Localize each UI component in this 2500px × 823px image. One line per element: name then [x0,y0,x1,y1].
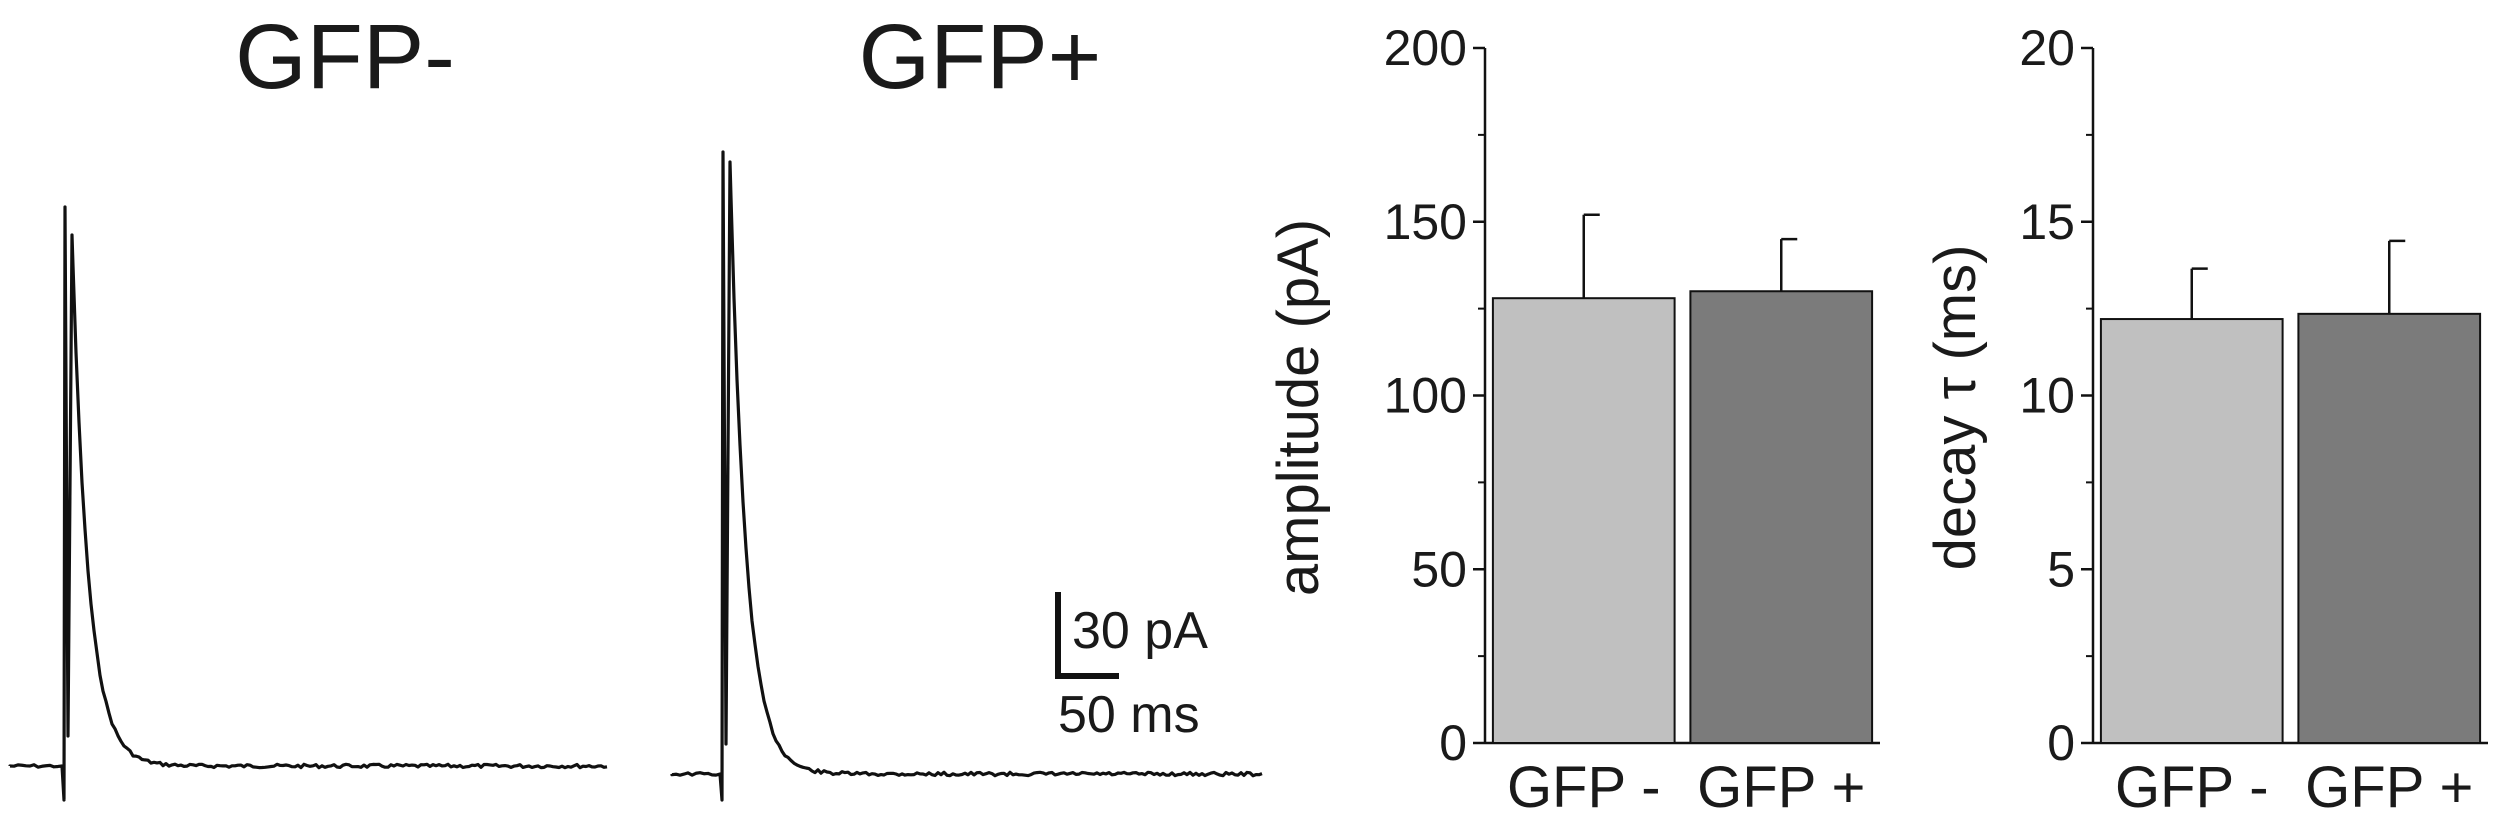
x-category-label: GFP - [2115,755,2269,820]
y-tick-label: 200 [1384,20,1467,76]
trace-panel-gfp-plus: GFP+ [670,6,1263,802]
y-tick-label: 50 [1411,541,1467,597]
y-tick-label: 0 [1439,715,1467,771]
scale-bar-x-label: 50 ms [1058,686,1200,744]
bar-gfp-minus [1491,297,1676,744]
trace-title-gfp-plus: GFP+ [859,6,1102,108]
y-tick-label: 20 [2019,20,2075,76]
y-tick-label: 150 [1384,194,1467,250]
y-tick-label: 10 [2019,368,2075,424]
y-axis-title: decay τ (ms) [1923,245,1988,571]
x-category-label: GFP - [1507,755,1661,820]
y-tick-label: 15 [2019,194,2075,250]
x-category-label: GFP + [2305,755,2473,820]
x-category-label: GFP + [1697,755,1865,820]
trace-panel-gfp-minus: GFP- [8,6,608,802]
bar-gfp-plus [2297,312,2482,744]
bar-gfp-minus [2099,318,2284,744]
y-tick-label: 0 [2047,715,2075,771]
scale-bar-y-label: 30 pA [1072,602,1208,660]
y-tick-label: 100 [1384,368,1467,424]
bar-gfp-plus [1689,290,1874,744]
current-trace-gfp-minus [8,205,608,802]
scale-bar: 30 pA 50 ms [1055,592,1208,744]
decay-bar-chart: 0 5 10 15 20 decay τ (ms) GFP - GFP + [1923,20,2488,820]
amplitude-bar-chart: 0 50 100 150 200 amplitude (pA) GFP - GFP + [1266,20,1880,820]
y-axis-title: amplitude (pA) [1266,219,1331,596]
y-tick-label: 5 [2047,541,2075,597]
current-trace-gfp-plus [670,150,1263,802]
trace-title-gfp-minus: GFP- [235,6,455,108]
